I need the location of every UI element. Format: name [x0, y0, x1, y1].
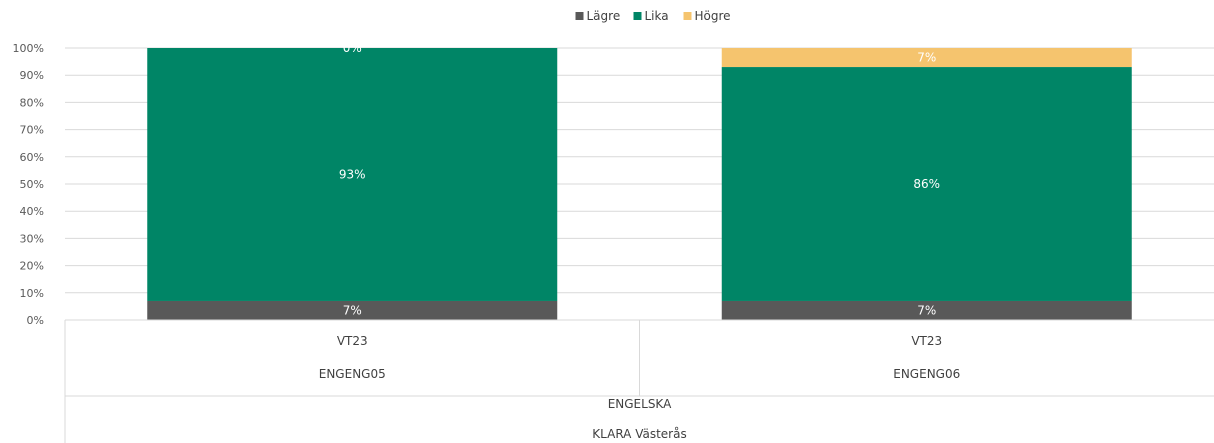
- bar-segment: [147, 300, 558, 320]
- data-label: 7%: [917, 51, 936, 65]
- legend-swatch: [575, 12, 584, 20]
- data-label: 7%: [917, 303, 936, 317]
- y-axis: 0% 10% 20% 30% 40% 50% 60% 70% 80% 90% 100%: [13, 42, 44, 327]
- x-tick-label-level1: VT23: [911, 334, 942, 348]
- bars: 7% 93% 0% 7% 86% 7%: [147, 41, 1132, 320]
- legend: Lägre Lika Högre: [575, 9, 731, 23]
- legend-swatch: [683, 12, 692, 20]
- x-group-label-level4: KLARA Västerås: [592, 427, 686, 441]
- data-label: 7%: [343, 303, 362, 317]
- bar-segment: [721, 48, 1132, 68]
- y-tick-label: 30%: [20, 232, 44, 245]
- x-axis: VT23 ENGENG05 VT23 ENGENG06 ENGELSKA KLARA Vä…: [64, 319, 1214, 443]
- y-tick-label: 0%: [27, 314, 44, 327]
- legend-label: Lägre: [587, 9, 621, 23]
- x-tick-label-level1: VT23: [337, 334, 368, 348]
- y-tick-label: 50%: [20, 178, 44, 191]
- x-group-label-level3: ENGELSKA: [608, 397, 672, 411]
- y-tick-label: 100%: [13, 42, 44, 55]
- y-tick-label: 10%: [20, 287, 44, 300]
- y-tick-label: 80%: [20, 96, 44, 109]
- bar-segment: [721, 300, 1132, 320]
- bar-segment: [147, 48, 558, 301]
- y-tick-label: 20%: [20, 260, 44, 273]
- legend-label: Lika: [645, 9, 669, 23]
- x-tick-label-level2: ENGENG06: [893, 367, 960, 381]
- bar-segment: [721, 67, 1132, 301]
- data-label: 86%: [913, 177, 940, 191]
- y-tick-label: 60%: [20, 151, 44, 164]
- y-tick-label: 90%: [20, 69, 44, 82]
- data-label: 93%: [339, 167, 366, 181]
- y-tick-label: 40%: [20, 205, 44, 218]
- legend-swatch: [633, 12, 642, 20]
- x-tick-label-level2: ENGENG05: [319, 367, 386, 381]
- legend-label: Högre: [695, 9, 731, 23]
- y-tick-label: 70%: [20, 124, 44, 137]
- data-label: 0%: [343, 41, 362, 55]
